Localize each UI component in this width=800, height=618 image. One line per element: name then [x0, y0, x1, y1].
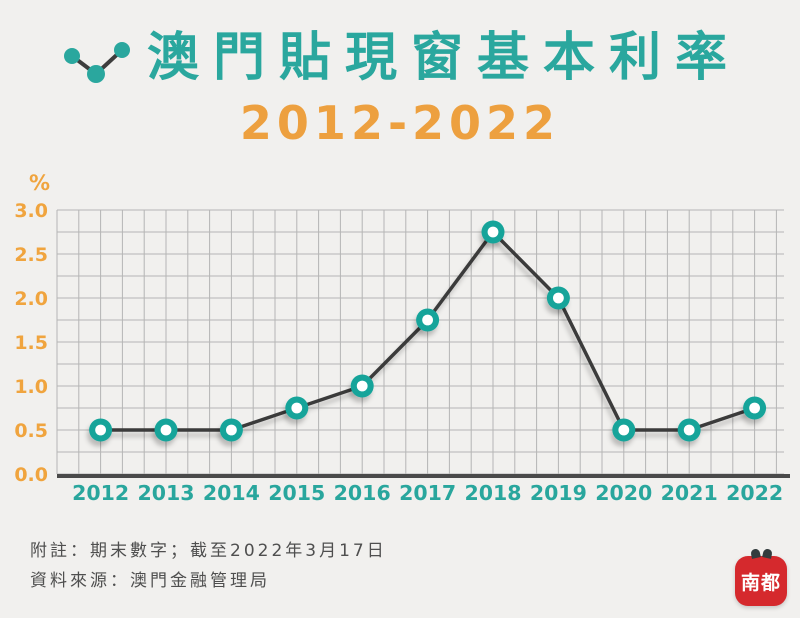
- y-axis-label: 1.0: [14, 376, 48, 398]
- y-axis-label: 2.0: [14, 288, 48, 310]
- x-axis-label: 2014: [203, 481, 260, 505]
- logo-text: 南都: [740, 571, 781, 594]
- line-chart-icon: [63, 42, 130, 83]
- logo-ear-icon: [750, 548, 761, 559]
- data-point-2013: [154, 418, 178, 442]
- data-point-2018: [481, 220, 505, 244]
- x-axis-label: 2013: [137, 481, 194, 505]
- x-axis-label: 2021: [661, 481, 718, 505]
- y-axis-label: 3.0: [14, 200, 48, 222]
- data-point-2019: [546, 286, 570, 310]
- logo-ear-icon: [762, 548, 773, 559]
- footnote: 附註：期末數字；截至2022年3月17日: [30, 541, 387, 561]
- y-axis-label: 0.5: [14, 420, 48, 442]
- rate-line-chart: % 3.0 2.5 2.0 1.5 1.0 0.5 0.0 2012 2013 2014 2015 20…: [14, 171, 790, 505]
- page-subtitle: 2012-2022: [239, 96, 561, 150]
- title-row: 澳門貼現窗基本利率: [0, 22, 800, 94]
- data-point-2012: [89, 418, 113, 442]
- data-source: 資料來源：澳門金融管理局: [30, 571, 270, 591]
- data-point-2021: [677, 418, 701, 442]
- y-axis-label: 0.0: [14, 464, 48, 486]
- data-point-2020: [612, 418, 636, 442]
- header: 澳門貼現窗基本利率 2012-2022: [0, 0, 800, 146]
- data-point-2017: [416, 308, 440, 332]
- data-point-2016: [350, 374, 374, 398]
- x-axis-label: 2015: [268, 481, 325, 505]
- footer: 附註：期末數字；截至2022年3月17日 資料來源：澳門金融管理局: [30, 536, 387, 596]
- page-title: 澳門貼現窗基本利率: [146, 28, 741, 88]
- y-axis-unit-label: %: [29, 171, 50, 195]
- data-point-2014: [219, 418, 243, 442]
- nandu-logo: 南都: [735, 548, 787, 606]
- x-axis-label: 2019: [530, 481, 587, 505]
- x-axis-label: 2012: [72, 481, 129, 505]
- x-axis-label: 2020: [595, 481, 652, 505]
- chart-grid: [56, 209, 784, 475]
- data-point-2022: [743, 396, 767, 420]
- x-axis-label: 2022: [726, 481, 783, 505]
- y-axis-label: 1.5: [14, 332, 48, 354]
- x-axis-label: 2018: [464, 481, 521, 505]
- y-axis-label: 2.5: [14, 244, 48, 266]
- x-axis-label: 2016: [334, 481, 391, 505]
- x-axis-label: 2017: [399, 481, 456, 505]
- data-point-2015: [285, 396, 309, 420]
